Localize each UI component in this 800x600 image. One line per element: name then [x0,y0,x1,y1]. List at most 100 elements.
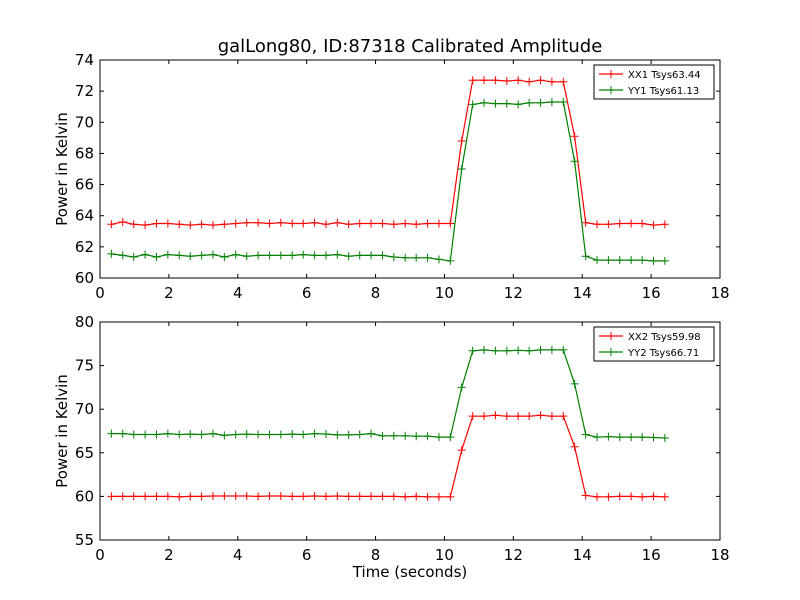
legend-marker [607,332,615,340]
data-point [480,345,489,354]
data-point [333,491,342,500]
data-point [355,251,364,260]
x-tick-label: 0 [95,546,105,564]
data-point [152,492,161,501]
y-tick-label: 68 [75,144,94,162]
data-point [265,491,274,500]
data-point [525,412,534,421]
data-point [615,492,624,501]
data-point [242,491,251,500]
data-point [615,433,624,442]
data-point [514,76,523,85]
x-tick-label: 8 [371,546,381,564]
data-point [434,219,443,228]
data-point [502,346,511,355]
data-point [480,412,489,421]
data-point [186,492,195,501]
data-point [559,77,568,86]
data-point [175,251,184,260]
data-point [468,412,477,421]
data-point [638,256,647,265]
data-point [197,251,206,260]
data-point [220,220,229,229]
data-point [559,345,568,354]
legend-marker [607,86,615,94]
data-point [389,220,398,229]
data-point [310,218,319,227]
plot-frame [99,321,721,541]
data-point [197,492,206,501]
data-point [649,433,658,442]
x-tick-label: 16 [642,284,661,302]
data-point [514,346,523,355]
data-point [401,219,410,228]
data-point [367,429,376,438]
y-tick-label: 72 [75,82,94,100]
data-point [593,220,602,229]
data-point [502,412,511,421]
x-tick-label: 6 [302,546,312,564]
data-point [378,251,387,260]
legend-label: YY2 Tsys66.71 [627,348,699,359]
data-point [660,220,669,229]
data-point [288,430,297,439]
y-tick-label: 66 [75,176,94,194]
data-point [570,157,579,166]
data-point [468,100,477,109]
data-point [423,432,432,441]
data-point [378,431,387,440]
data-point [367,251,376,260]
data-point [152,219,161,228]
data-point [627,433,636,442]
data-point [536,411,545,420]
data-point [242,252,251,261]
data-point [344,430,353,439]
y-axis-label: Power in Kelvin [53,112,71,226]
data-point [536,345,545,354]
y-axis-label: Power in Kelvin [53,374,71,488]
data-point [491,346,500,355]
data-point [220,252,229,261]
data-point [141,221,150,230]
y-tick-label: 70 [75,400,94,418]
data-point [615,219,624,228]
data-point [423,492,432,501]
data-point [355,219,364,228]
data-point [310,491,319,500]
data-point [141,250,150,259]
data-point [129,492,138,501]
legend-label: XX2 Tsys59.98 [628,332,701,343]
y-tick-label: 60 [75,269,94,287]
data-point [468,76,477,85]
data-point [378,219,387,228]
data-point [175,492,184,501]
data-point [502,99,511,108]
data-point [118,251,127,260]
y-tick-label: 80 [75,313,94,331]
data-point [344,220,353,229]
data-point [107,492,116,501]
data-point [220,431,229,440]
data-point [423,253,432,262]
data-point [152,430,161,439]
data-point [321,220,330,229]
data-point [604,256,613,265]
data-point [118,217,127,226]
data-point [163,429,172,438]
data-point [401,492,410,501]
data-point [333,218,342,227]
data-point [197,220,206,229]
data-point [220,491,229,500]
data-point [547,98,556,107]
data-point [208,250,217,259]
x-tick-label: 4 [233,546,243,564]
data-point [649,221,658,230]
data-point [457,446,466,455]
data-point [480,98,489,107]
data-point [491,411,500,420]
data-point [480,76,489,85]
data-point [547,412,556,421]
y-tick-label: 74 [75,51,94,69]
x-tick-label: 2 [164,284,174,302]
data-point [118,429,127,438]
